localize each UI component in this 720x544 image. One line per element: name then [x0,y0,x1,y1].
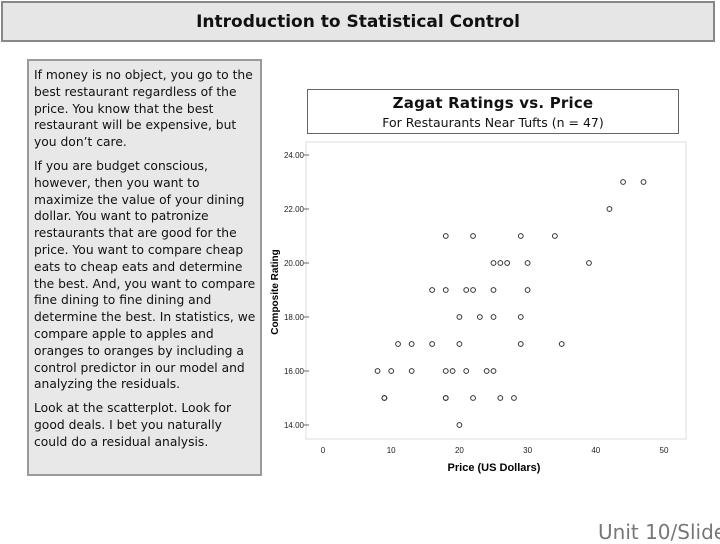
data-point [497,395,504,401]
data-point [374,368,381,374]
data-point [483,368,490,374]
data-point [524,287,531,293]
slide-title: Introduction to Statistical Control [196,11,520,32]
chart-title-box: Zagat Ratings vs. Price For Restaurants … [307,89,679,134]
x-tick-label: 20 [455,446,464,455]
data-point [456,341,463,347]
chart-subtitle: For Restaurants Near Tufts (n = 47) [382,115,604,130]
x-tick-label: 0 [321,446,326,455]
data-point [524,260,531,266]
data-point [442,287,449,293]
paragraph-1: If money is no object, you go to the bes… [34,68,253,150]
data-point [490,368,497,374]
data-point [517,233,524,239]
data-point [381,395,388,401]
data-point [504,260,511,266]
data-point [442,368,449,374]
chart-title: Zagat Ratings vs. Price [392,94,594,112]
y-tick-label: 16.00 [284,367,305,376]
x-tick-label: 10 [387,446,396,455]
data-point [490,314,497,320]
x-tick-label: 40 [591,446,600,455]
y-tick-label: 20.00 [284,259,305,268]
data-point [640,179,647,185]
data-point [442,395,449,401]
data-point [429,287,436,293]
data-point [408,341,415,347]
data-point [442,395,449,401]
slide-title-bar: Introduction to Statistical Control [1,1,715,42]
data-point [586,260,592,266]
data-point [463,287,470,293]
data-point [381,395,388,401]
data-point [511,395,517,401]
data-point [463,368,470,374]
y-axis-label: Composite Rating [270,249,281,335]
x-tick-label: 30 [523,446,532,455]
data-point [456,314,463,320]
explanation-panel: If money is no object, you go to the bes… [27,59,262,476]
data-point [442,233,449,239]
y-tick-label: 24.00 [284,151,305,160]
data-point [517,314,524,320]
data-point [470,395,476,401]
plot-area [305,141,687,440]
data-point [470,287,476,293]
y-tick-label: 18.00 [284,313,305,322]
y-tick-label: 14.00 [284,421,305,430]
data-point [429,341,436,347]
x-axis-label: Price (US Dollars) [448,462,541,474]
data-point [388,368,395,374]
data-point [551,233,558,239]
data-point [395,341,401,347]
data-point [490,260,497,266]
data-point [620,179,626,185]
data-point [408,368,415,374]
y-tick-label: 22.00 [284,205,305,214]
data-point [476,314,483,320]
paragraph-3: Look at the scatterplot. Look for good d… [34,401,232,449]
data-point [497,260,504,266]
data-point [606,206,613,212]
paragraph-2: If you are budget conscious, however, th… [34,158,256,392]
data-point [517,341,524,347]
slide-footer: Unit 10/Slide [598,520,720,544]
data-point [456,422,463,428]
data-point [449,368,456,374]
data-point [490,287,497,293]
data-point [558,341,565,347]
x-tick-label: 50 [660,446,669,455]
data-point [470,233,476,239]
